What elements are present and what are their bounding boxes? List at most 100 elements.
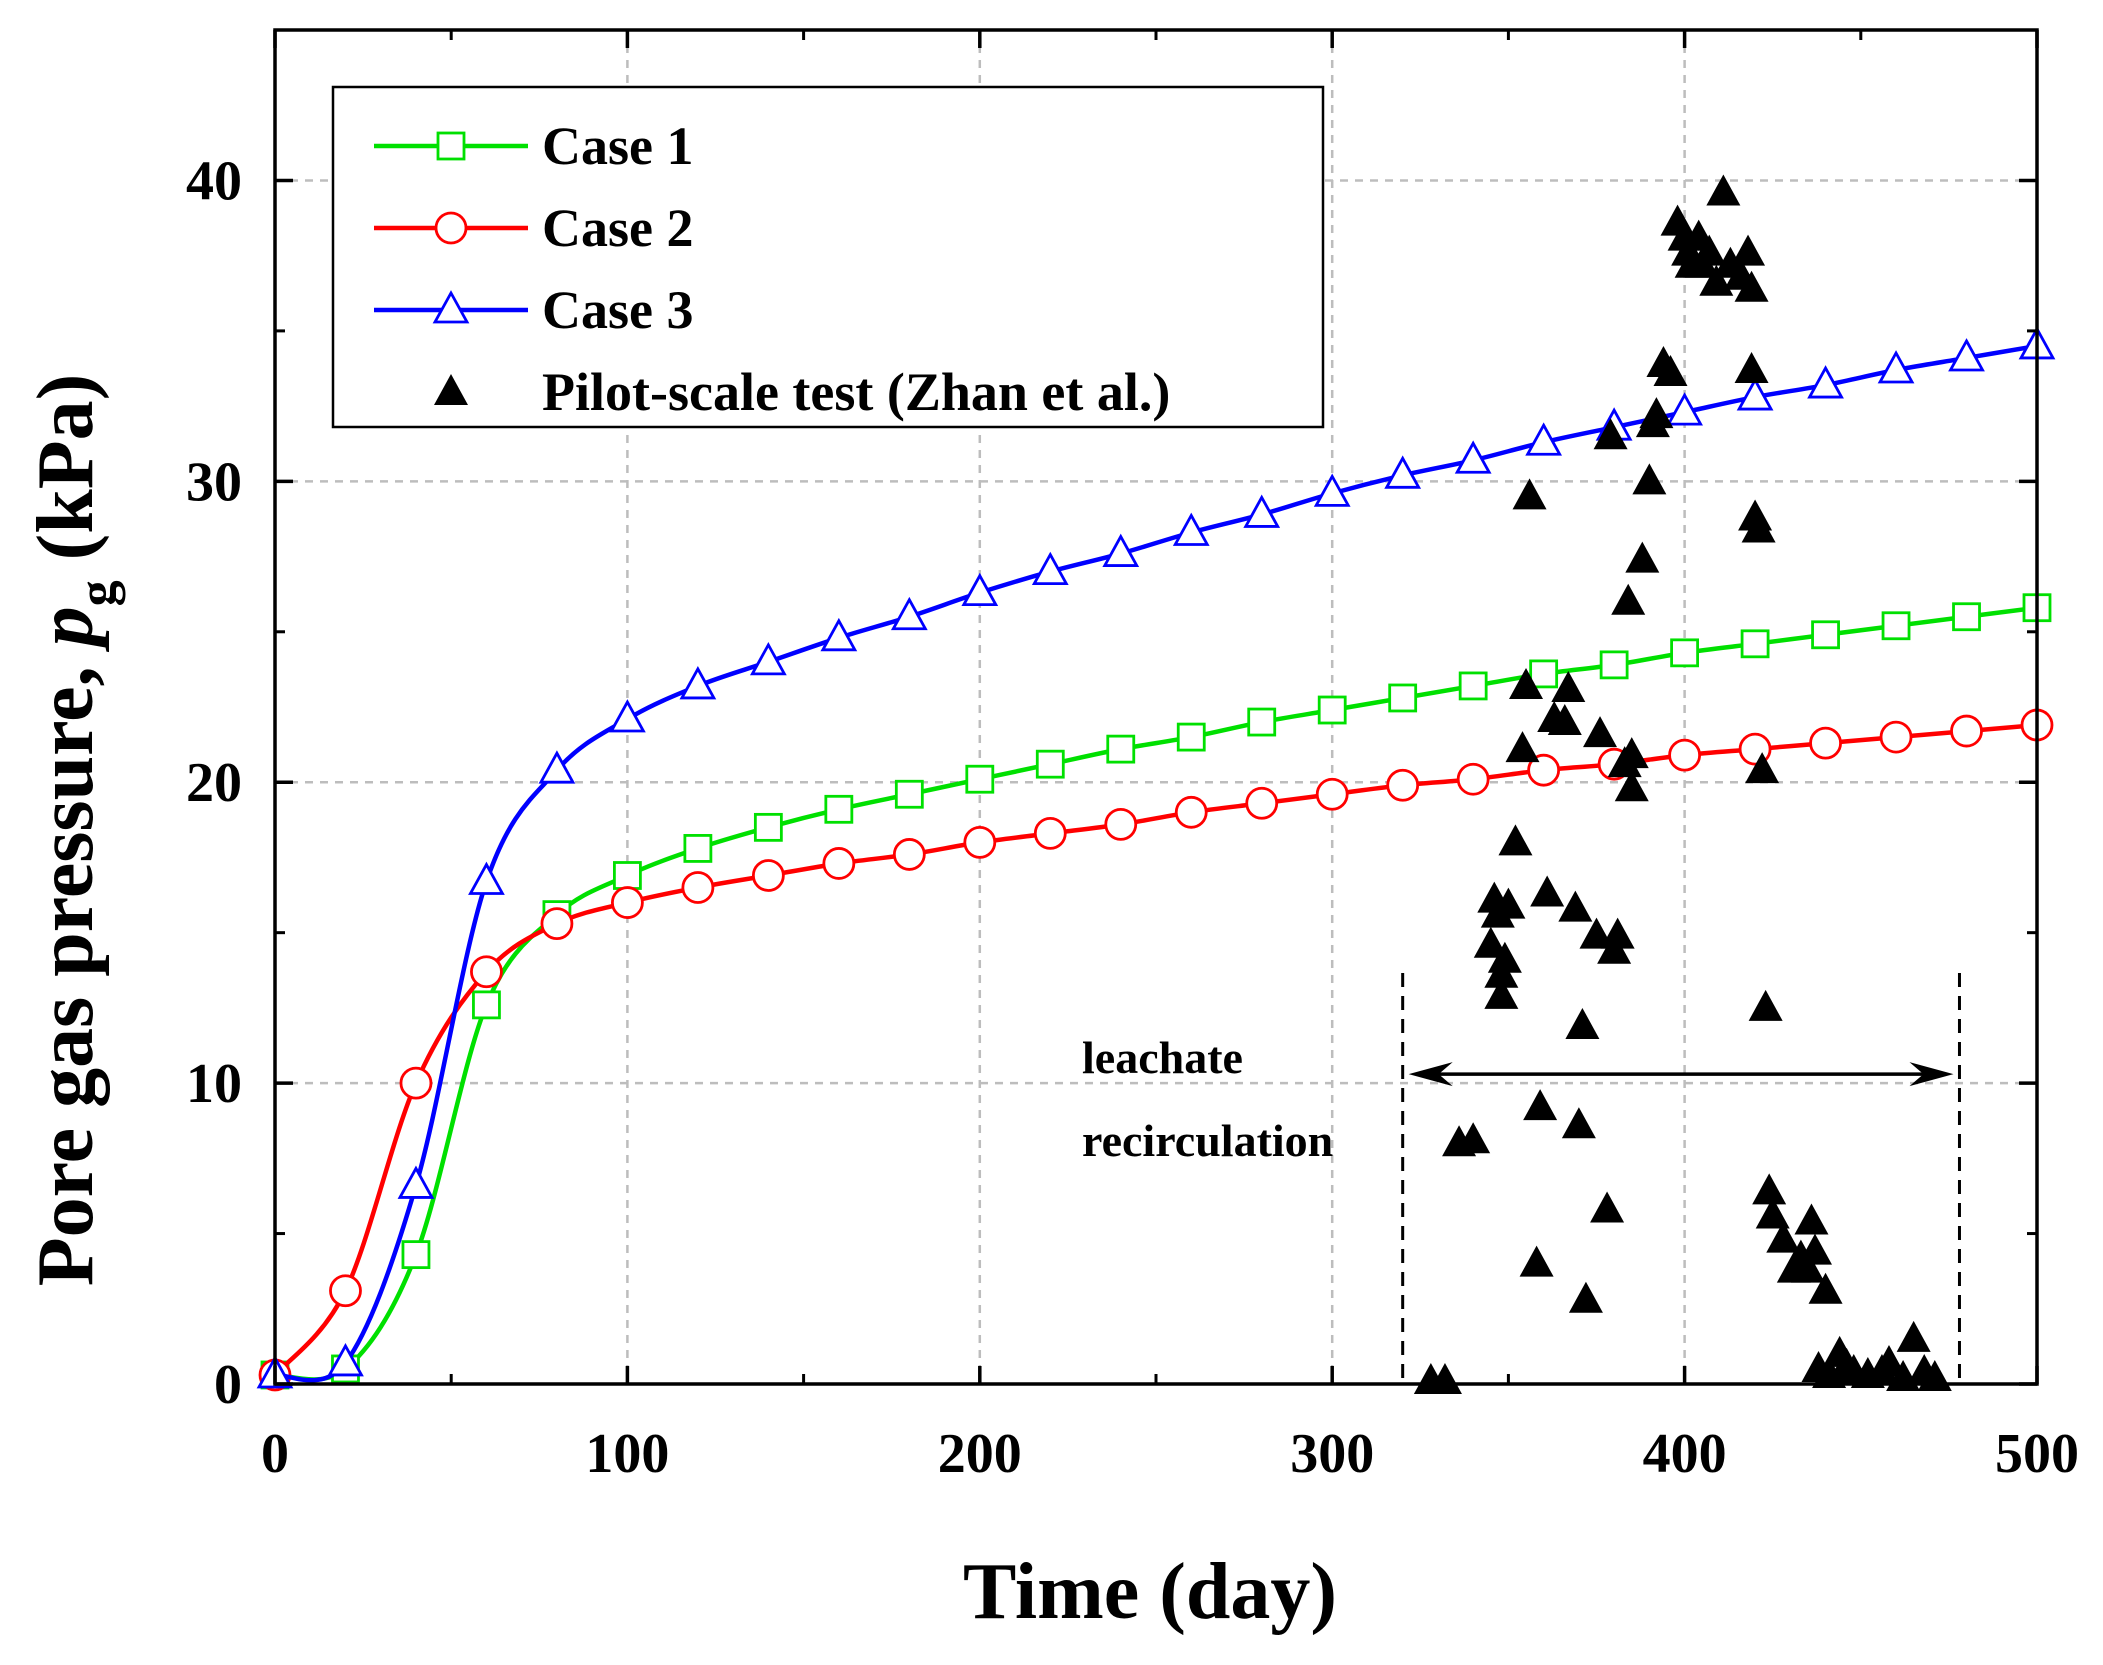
data-point [1748, 989, 1783, 1021]
legend-label: Case 3 [542, 280, 693, 340]
data-point [822, 847, 856, 880]
y-axis-title-subscript: g [69, 580, 126, 606]
annotation-label-line1: leachate [1082, 1032, 1243, 1083]
data-point [683, 834, 713, 863]
data-point [892, 838, 926, 871]
data-point [1547, 704, 1582, 736]
data-point [1525, 422, 1563, 456]
data-point [1611, 583, 1646, 615]
data-point [890, 596, 928, 631]
data-point [679, 666, 717, 700]
data-point [1505, 731, 1540, 763]
y-axis-title-unit: (kPa) [22, 374, 110, 581]
data-point [1384, 455, 1422, 489]
data-point [397, 1165, 435, 1199]
legend-marker [432, 290, 470, 324]
data-point [1948, 338, 1985, 372]
data-point [1456, 762, 1490, 796]
y-tick-label: 0 [214, 1354, 242, 1416]
legend-entry: Case 2 [374, 198, 693, 258]
legend-label: Case 2 [542, 198, 693, 258]
data-point [1790, 1251, 1825, 1283]
data-point [327, 1343, 364, 1377]
data-point [1731, 234, 1766, 266]
legend-label: Case 1 [542, 116, 693, 176]
legend-entry: Pilot-scale test (Zhan et al.) [434, 362, 1170, 422]
legend-box [331, 85, 1325, 429]
data-point [1498, 824, 1533, 856]
data-point [1752, 1173, 1787, 1205]
legend-entry: Case 3 [374, 280, 693, 340]
data-point [1600, 917, 1635, 949]
data-point [1950, 714, 1983, 748]
data-point [1558, 890, 1593, 922]
data-point [470, 955, 503, 989]
x-tick-label: 500 [1995, 1423, 2079, 1485]
data-point [751, 859, 785, 892]
series-layer [256, 174, 2056, 1394]
data-point [1877, 350, 1915, 384]
data-point [1031, 551, 1069, 585]
data-point [1530, 875, 1565, 907]
y-tick-label: 10 [186, 1053, 242, 1115]
data-point [1551, 670, 1586, 702]
data-point [753, 812, 783, 842]
data-point [1881, 611, 1911, 641]
data-point [1035, 749, 1065, 779]
data-point [1670, 638, 1699, 668]
x-tick-label: 0 [261, 1423, 289, 1485]
data-point [894, 779, 924, 809]
y-axis-title-symbol: p [22, 606, 110, 652]
data-point [1706, 174, 1741, 206]
data-point [468, 861, 505, 895]
data-point [749, 641, 787, 676]
series-group [258, 708, 2054, 1392]
data-point [1491, 887, 1526, 919]
data-point [1666, 392, 1703, 426]
data-point [961, 572, 999, 607]
data-point [1614, 770, 1649, 802]
data-point [472, 990, 501, 1020]
y-tick-label: 30 [186, 451, 242, 513]
x-tick-label: 300 [1290, 1423, 1374, 1485]
data-point [1734, 270, 1769, 302]
data-point [1740, 629, 1770, 659]
data-point [1512, 478, 1547, 510]
data-point [824, 794, 854, 824]
data-point [1529, 659, 1559, 689]
data-point [1565, 1007, 1600, 1039]
data-point [1509, 667, 1544, 699]
data-point [1484, 977, 1519, 1009]
data-point [1808, 1272, 1843, 1304]
data-point [1519, 1245, 1554, 1277]
data-point [1745, 752, 1780, 784]
data-point [1454, 440, 1492, 474]
data-point [1653, 355, 1688, 387]
leachate-annotation: leachate recirculation [1082, 973, 1961, 1384]
data-point [538, 750, 576, 784]
data-point [965, 764, 995, 794]
data-point [1386, 768, 1420, 802]
data-point [1871, 1344, 1906, 1376]
data-point [1639, 397, 1674, 429]
data-point [329, 1274, 362, 1308]
data-point [1106, 734, 1136, 764]
data-point [1523, 1089, 1558, 1121]
data-point [1172, 512, 1210, 546]
data-point [1736, 377, 1774, 411]
data-point [1388, 683, 1418, 713]
data-point [1033, 816, 1067, 850]
data-point [1812, 1356, 1847, 1388]
data-point [1809, 726, 1842, 760]
annotation-label-line2: recirculation [1082, 1115, 1333, 1166]
data-point [1614, 737, 1649, 769]
data-point [1176, 722, 1206, 752]
x-tick-label: 100 [585, 1423, 669, 1485]
data-point [1741, 511, 1776, 543]
axes-layer: 0 100 200 300 400 500 0 10 20 30 40 [186, 28, 2079, 1485]
legend-marker [434, 211, 468, 245]
data-point [1243, 494, 1281, 528]
data-point [1811, 620, 1840, 650]
data-point [1245, 786, 1279, 820]
